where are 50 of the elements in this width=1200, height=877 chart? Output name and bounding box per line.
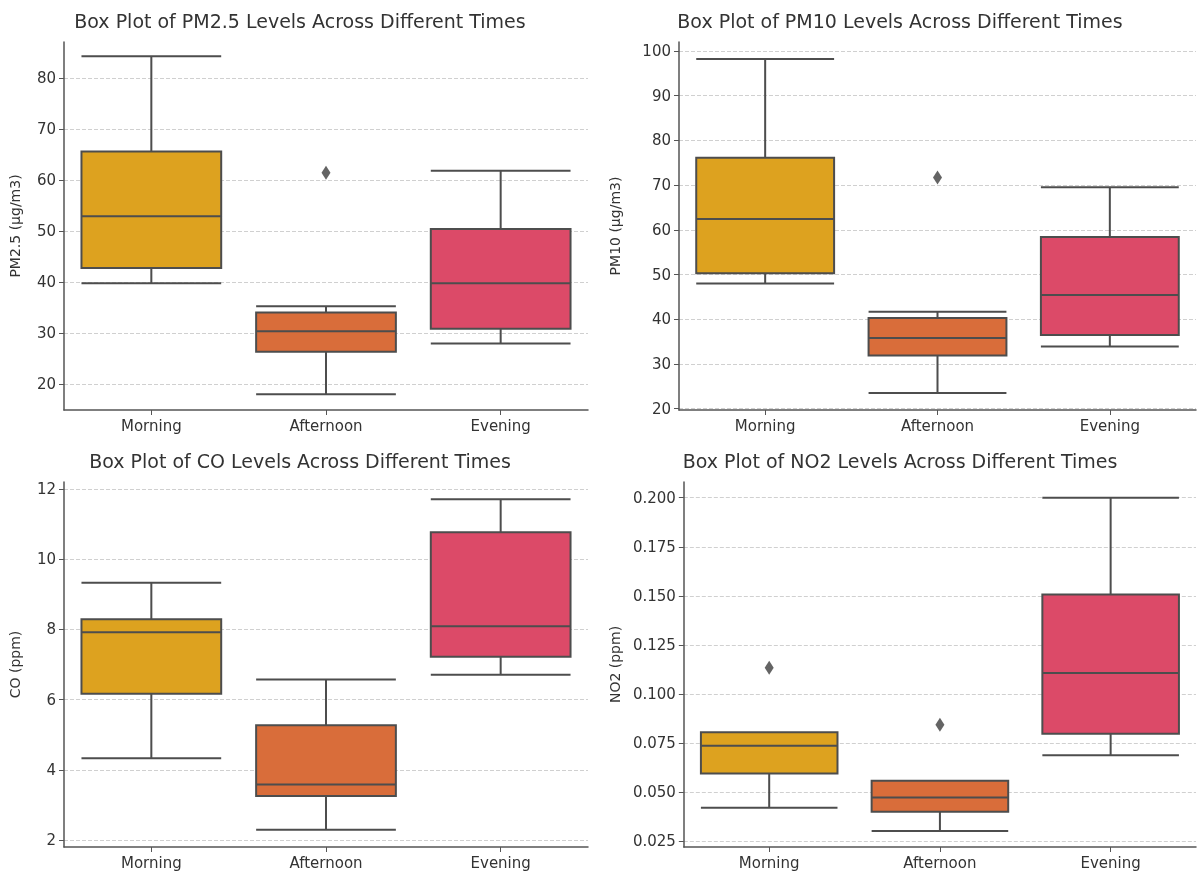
x-tick-label: Afternoon	[289, 416, 363, 435]
y-tick-label: 60	[651, 220, 671, 239]
y-tick-label: 40	[36, 273, 56, 292]
y-tick-label: 0.100	[632, 684, 676, 703]
y-tick-label: 0.175	[632, 537, 676, 556]
x-tick-label: Morning	[738, 853, 800, 872]
y-axis-title: PM10 (µg/m3)	[607, 176, 623, 276]
y-tick-label: 20	[651, 399, 671, 418]
y-tick-label: 10	[36, 550, 56, 569]
y-tick-label: 8	[46, 620, 56, 639]
x-tick-label: Evening	[1080, 853, 1141, 872]
y-tick-label: 70	[36, 119, 56, 138]
chart-title: Box Plot of NO2 Levels Across Different Times	[682, 449, 1118, 472]
y-tick-label: 6	[46, 690, 56, 709]
y-tick-label: 0.150	[632, 586, 676, 605]
x-tick-label: Afternoon	[900, 416, 975, 435]
y-axis-title: PM2.5 (µg/m3)	[7, 174, 23, 278]
y-tick-label: 50	[36, 222, 56, 241]
y-tick-label: 30	[36, 324, 56, 343]
y-tick-label: 40	[651, 310, 671, 329]
x-tick-label: Evening	[1079, 416, 1140, 435]
chart-title: Box Plot of CO Levels Across Different Times	[89, 449, 511, 472]
x-tick-label: Morning	[120, 853, 182, 872]
x-tick-label: Evening	[470, 853, 531, 872]
y-tick-label: 70	[651, 176, 671, 195]
x-tick-label: Morning	[120, 416, 182, 435]
y-tick-label: 0.025	[632, 832, 676, 851]
y-tick-label: 0.200	[632, 488, 676, 507]
y-tick-label: 50	[651, 265, 671, 284]
y-tick-label: 80	[36, 68, 56, 87]
y-tick-label: 60	[36, 171, 56, 189]
x-tick-label: Afternoon	[289, 853, 363, 872]
chart-title: Box Plot of PM2.5 Levels Across Different Times	[74, 9, 526, 32]
y-tick-label: 12	[36, 480, 56, 499]
y-tick-label: 0.050	[632, 783, 676, 802]
x-tick-label: Afternoon	[903, 853, 977, 872]
y-tick-label: 0.125	[632, 635, 676, 654]
x-tick-label: Evening	[470, 416, 531, 435]
x-tick-label: Morning	[734, 416, 796, 435]
y-tick-label: 0.075	[632, 733, 676, 752]
y-tick-label: 30	[651, 354, 671, 373]
y-axis-title: NO2 (ppm)	[607, 625, 623, 704]
y-tick-label: 90	[651, 86, 671, 105]
y-tick-label: 4	[46, 760, 56, 779]
y-tick-label: 2	[46, 830, 56, 849]
y-tick-label: 100	[642, 41, 671, 60]
y-tick-label: 80	[651, 131, 671, 150]
y-tick-label: 20	[36, 375, 56, 394]
y-axis-title: CO (ppm)	[7, 630, 23, 699]
chart-title: Box Plot of PM10 Levels Across Different Times	[677, 9, 1123, 32]
